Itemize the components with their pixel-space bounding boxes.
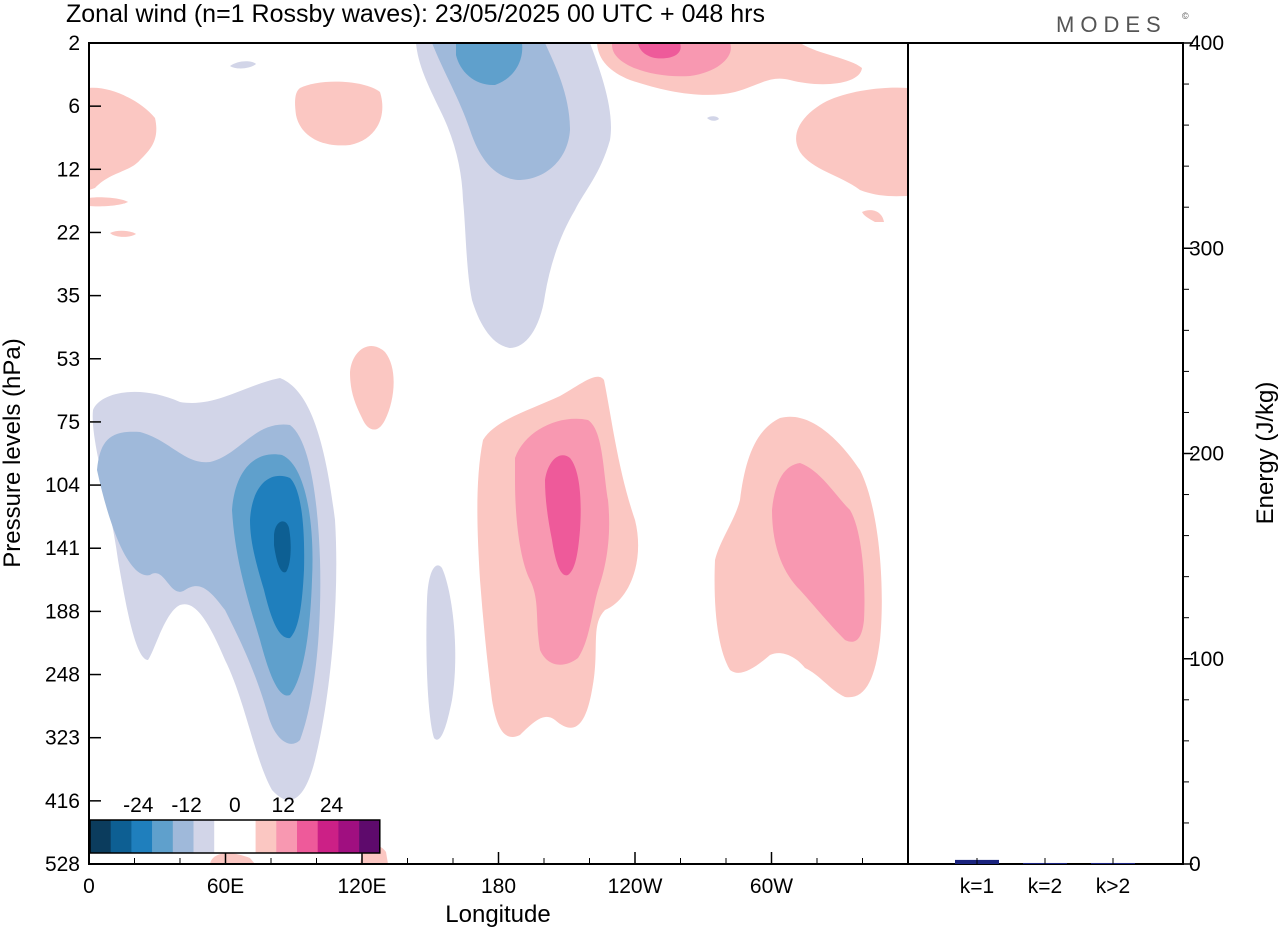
y-tick-label: 323	[45, 727, 80, 750]
colorbar-swatch	[110, 820, 132, 853]
energy-bars: k=1 k=2 k>2	[955, 858, 1135, 898]
contour-neg-dot	[230, 61, 256, 69]
y-tick-label: 35	[57, 285, 80, 308]
energy-axis-label: Energy (J/kg)	[1252, 382, 1279, 525]
colorbar-label: 24	[320, 794, 344, 817]
contour-pos-dot	[110, 230, 136, 237]
contour-pos-upper-mid	[295, 81, 383, 146]
contour-pos-top-right-inner	[638, 43, 681, 59]
x-tick-label: 120W	[608, 875, 663, 898]
x-tick-label: 180	[481, 875, 516, 898]
colorbar-swatch	[297, 820, 318, 853]
colorbar-swatch	[317, 820, 339, 853]
contour-field	[89, 43, 908, 864]
contour-pos-small-left	[89, 197, 128, 207]
y-tick-label: 22	[57, 221, 80, 244]
x-tick-label: 60W	[750, 875, 793, 898]
energy-tick-label: 200	[1189, 443, 1224, 466]
colorbar-swatch	[255, 820, 277, 853]
y-tick-label: 141	[45, 537, 80, 560]
colorbar-swatch	[234, 820, 256, 853]
y-tick-label: 528	[45, 853, 80, 876]
colorbar-label: 12	[272, 794, 295, 817]
y-tick-label: 53	[57, 348, 80, 371]
colorbar-frame	[89, 819, 381, 854]
modes-logo: MODES	[1056, 12, 1167, 37]
y-tick-label: 416	[45, 790, 80, 813]
colorbar-swatch	[172, 820, 194, 853]
contour-pos-top-right-mid	[612, 43, 731, 77]
y-tick-label: 104	[45, 474, 80, 497]
contour-neg-narrow	[426, 565, 456, 740]
x-tick-label: 120E	[337, 875, 386, 898]
y-tick-label: 6	[68, 95, 80, 118]
x-axis: 0 60E 120E 180 120W 60W	[83, 852, 863, 898]
y-axis: 2 6 12 22 35 53 75 104 141 188 248 323 416 528	[45, 32, 101, 876]
colorbar-swatch	[214, 820, 236, 853]
energy-category-label: k>2	[1096, 875, 1130, 898]
contour-pos-right-mid	[772, 463, 865, 642]
y-axis-label: Pressure levels (hPa)	[0, 338, 26, 567]
contour-pos-right-dot	[862, 210, 884, 222]
colorbar: -24 -12 0 12 24	[89, 794, 381, 854]
chart-title: Zonal wind (n=1 Rossby waves): 23/05/202…	[66, 0, 765, 28]
colorbar-swatch	[359, 820, 381, 853]
y-tick-label: 12	[57, 158, 80, 181]
y-tick-label: 188	[45, 600, 80, 623]
colorbar-swatch	[193, 820, 215, 853]
logo-mark: ©	[1182, 11, 1189, 21]
colorbar-swatch	[152, 820, 174, 853]
energy-axis: 0 100 200 300 400	[1183, 32, 1224, 876]
colorbar-swatch	[338, 820, 360, 853]
colorbar-swatch	[131, 820, 153, 853]
contour-neg-top-inner	[456, 43, 523, 86]
colorbar-label: 0	[229, 794, 241, 817]
colorbar-label: -24	[123, 794, 154, 817]
y-tick-label: 75	[57, 411, 80, 434]
contour-pos-mid-inner	[545, 455, 581, 576]
energy-category-label: k=2	[1028, 875, 1062, 898]
contour-neg-dot2	[707, 116, 719, 121]
colorbar-swatch	[276, 820, 298, 853]
energy-tick-label: 300	[1189, 237, 1224, 260]
colorbar-label: -12	[171, 794, 201, 817]
energy-panel-frame	[907, 42, 1184, 865]
y-tick-label: 2	[68, 32, 80, 55]
contour-pos-bottom-a	[210, 853, 255, 864]
x-axis-label: Longitude	[445, 901, 550, 928]
x-tick-label: 60E	[207, 875, 244, 898]
energy-tick-label: 400	[1189, 32, 1224, 55]
contour-pos-small-mid	[350, 345, 394, 430]
y-tick-label: 248	[45, 664, 80, 687]
energy-tick-label: 100	[1189, 648, 1224, 671]
contour-pos-upper-left	[89, 87, 157, 190]
contour-neg-left-core	[274, 521, 291, 573]
x-tick-label: 0	[83, 875, 95, 898]
contour-pos-right-edge	[796, 87, 908, 197]
energy-category-label: k=1	[960, 875, 994, 898]
contour-neg-top-mid	[432, 43, 570, 180]
colorbar-swatch	[90, 820, 111, 853]
energy-tick-label: 0	[1189, 853, 1201, 876]
